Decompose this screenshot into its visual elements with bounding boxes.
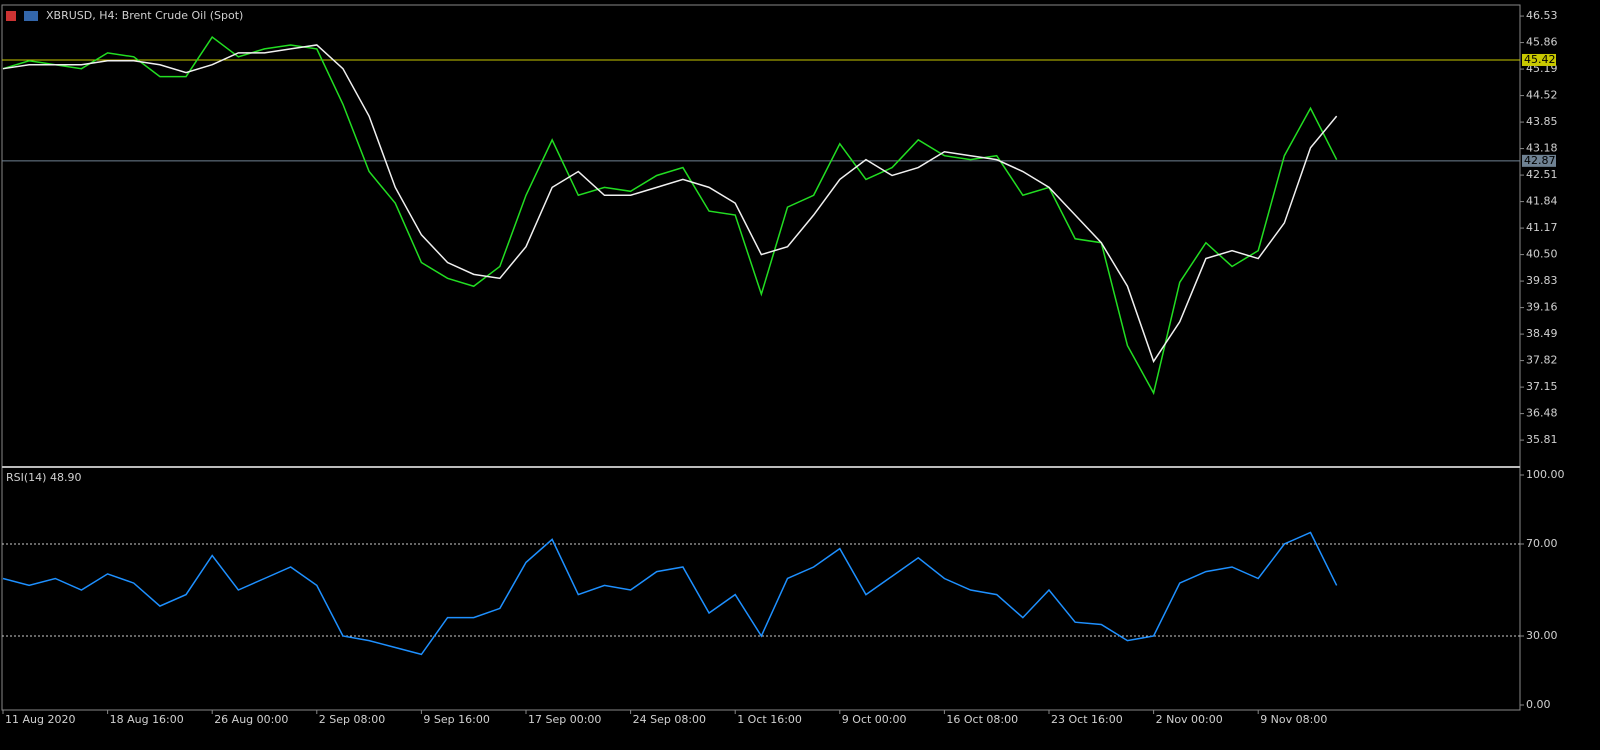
x-tick-label: 18 Aug 16:00 [110,713,184,726]
x-tick-label: 9 Nov 08:00 [1260,713,1327,726]
level-label-box [1522,53,1556,66]
y-tick-label: 36.48 [1526,407,1558,420]
x-tick-label: 11 Aug 2020 [5,713,75,726]
y-tick-label: 70.00 [1526,537,1558,550]
series-line [2,531,1338,656]
y-tick-label: 40.50 [1526,248,1558,261]
y-tick-label: 100.00 [1526,468,1565,481]
x-tick-label: 16 Oct 08:00 [946,713,1018,726]
x-tick-label: 17 Sep 00:00 [528,713,601,726]
level-label-box [1522,154,1556,167]
x-tick-label: 24 Sep 08:00 [633,713,706,726]
x-tick-label: 2 Sep 08:00 [319,713,385,726]
x-tick-label: 9 Sep 16:00 [423,713,489,726]
y-tick-label: 38.49 [1526,327,1558,340]
chart-title: XBRUSD, H4: Brent Crude Oil (Spot) [46,9,243,22]
y-tick-label: 0.00 [1526,698,1551,711]
level-label: 42.87 [1524,154,1556,167]
y-tick-label: 44.52 [1526,89,1558,102]
icon [6,11,16,21]
y-tick-label: 46.53 [1526,9,1558,22]
series-line [2,44,1338,364]
y-tick-label: 39.83 [1526,274,1558,287]
y-tick-label: 43.18 [1526,142,1558,155]
x-tick-label: 9 Oct 00:00 [842,713,907,726]
x-tick-label: 23 Oct 16:00 [1051,713,1123,726]
y-tick-label: 42.51 [1526,168,1558,181]
frame [1,4,1521,711]
y-tick-label: 39.16 [1526,301,1558,314]
indicator-title: RSI(14) 48.90 [6,471,81,484]
x-tick-label: 2 Nov 00:00 [1156,713,1223,726]
y-tick-label: 43.85 [1526,115,1558,128]
y-tick-label: 35.81 [1526,433,1558,446]
x-tick-label: 26 Aug 00:00 [214,713,288,726]
y-tick-label: 45.86 [1526,36,1558,49]
level-label: 45.42 [1524,53,1556,66]
icon [24,11,38,21]
y-tick-label: 37.82 [1526,354,1558,367]
series-line [2,35,1338,396]
y-tick-label: 41.17 [1526,221,1558,234]
y-tick-label: 37.15 [1526,380,1558,393]
x-tick-label: 1 Oct 16:00 [737,713,802,726]
y-tick-label: 41.84 [1526,195,1558,208]
y-tick-label: 30.00 [1526,629,1558,642]
